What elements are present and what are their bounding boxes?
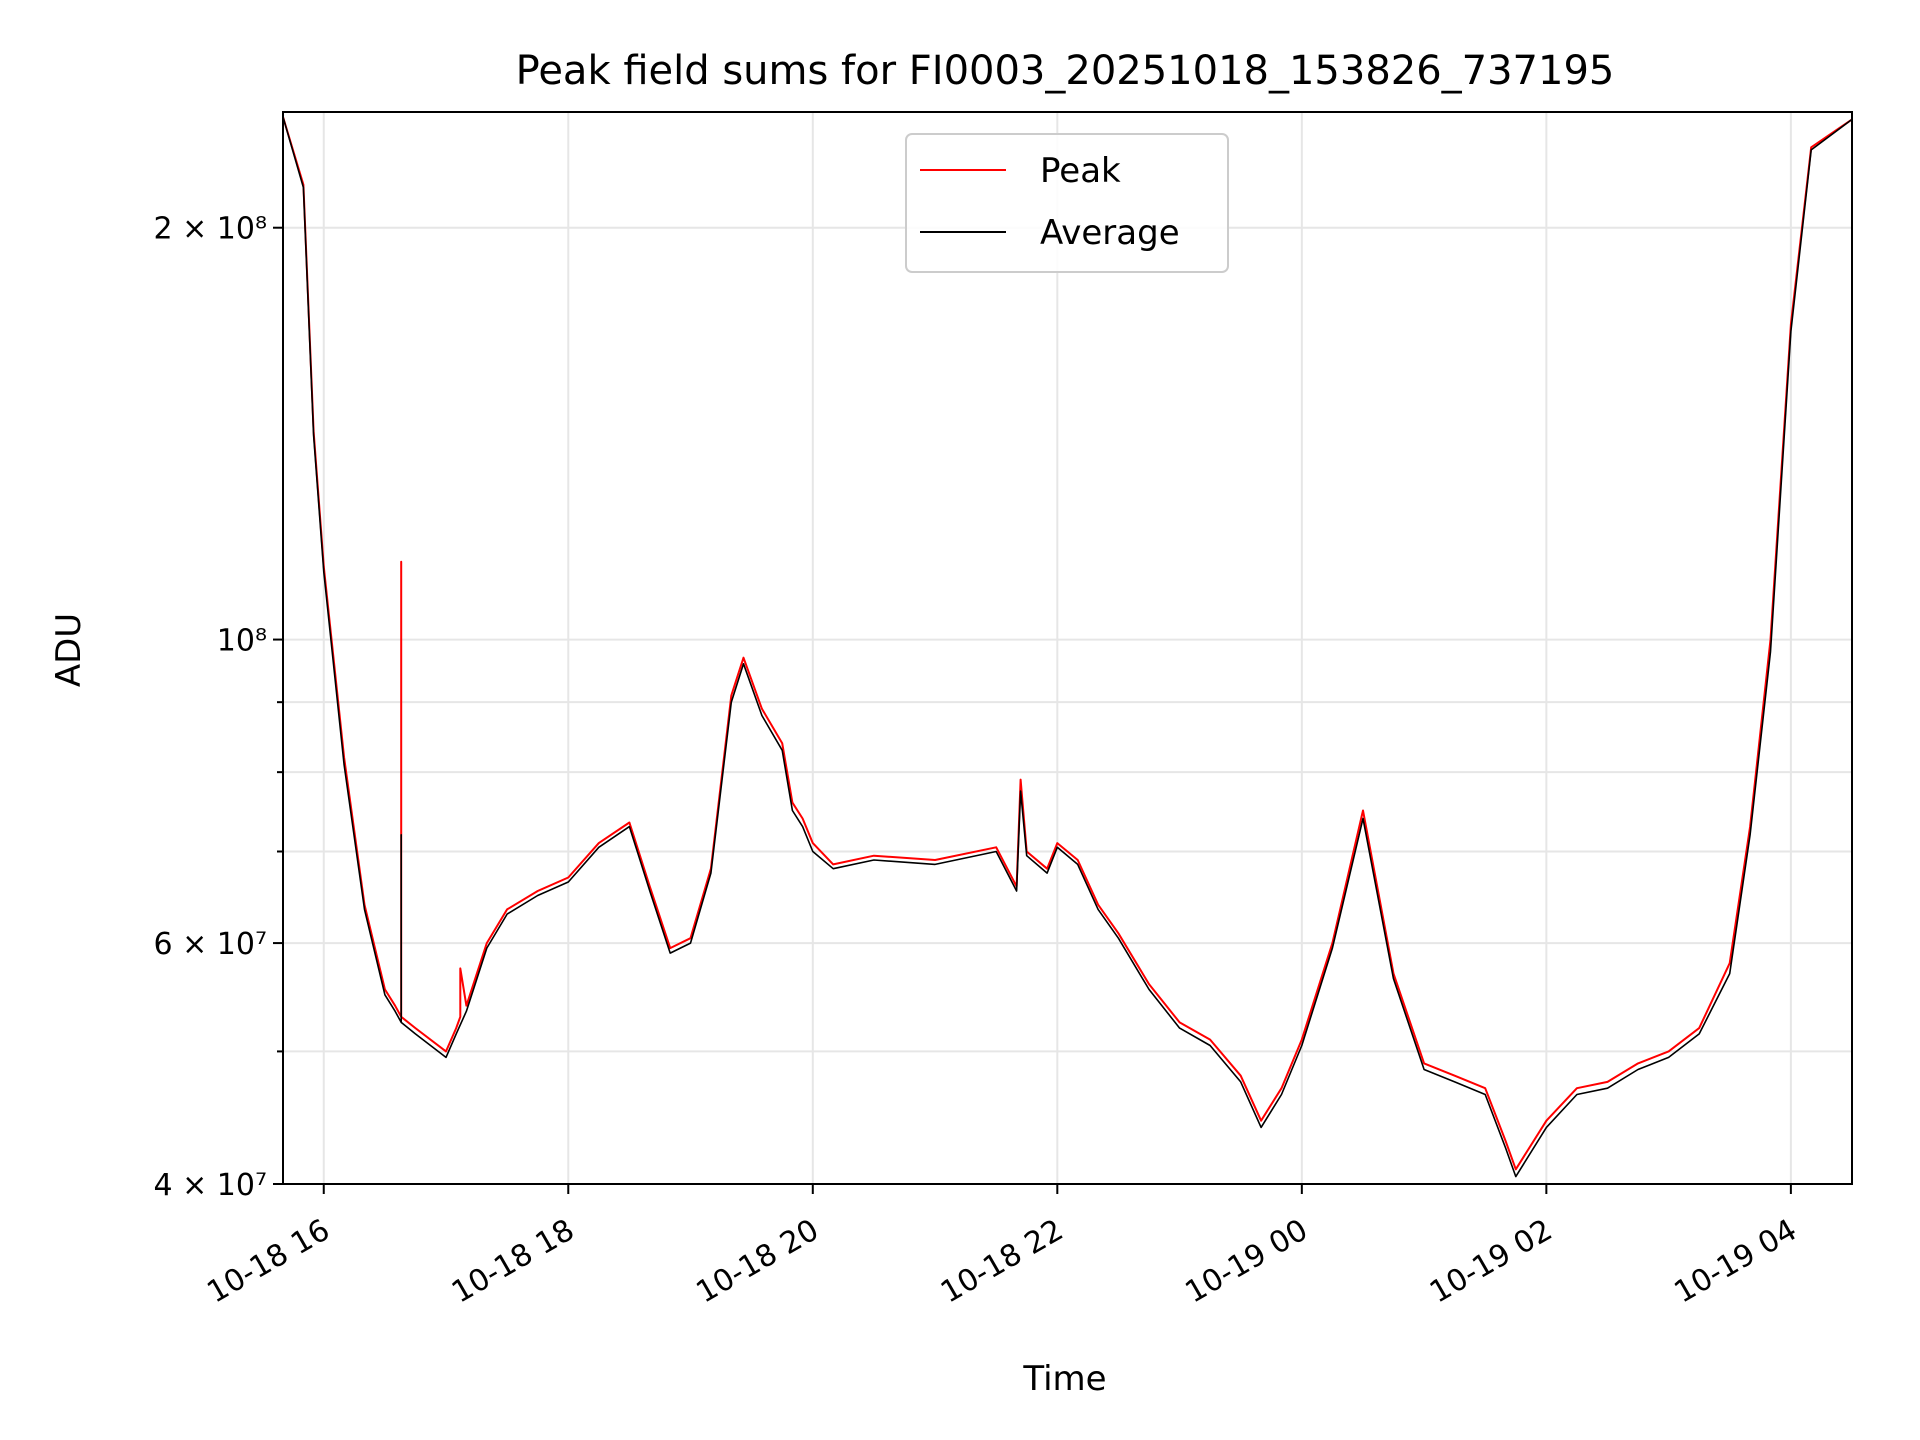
x-axis-label: Time — [1022, 1359, 1106, 1399]
legend-label-peak: Peak — [1040, 151, 1121, 191]
x-tick-label: 10-19 00 — [1180, 1213, 1314, 1311]
series-line-average — [282, 116, 1853, 1178]
chart-title: Peak field sums for FI0003_20251018_1538… — [516, 48, 1615, 94]
y-tick-label: 2 × 10⁸ — [154, 212, 268, 247]
legend-label-average: Average — [1040, 213, 1180, 253]
x-tick-label: 10-18 20 — [690, 1213, 824, 1311]
x-tick-label: 10-18 18 — [446, 1213, 580, 1311]
y-tick-label: 10⁸ — [217, 624, 267, 659]
y-axis-label: ADU — [49, 613, 89, 687]
y-tick-label: 6 × 10⁷ — [154, 927, 268, 962]
series-layer — [282, 116, 1853, 1178]
legend-box — [905, 133, 1229, 273]
y-axis: 2 × 10⁸ 10⁸ 6 × 10⁷ 4 × 10⁷ — [154, 212, 283, 1203]
x-tick-label: 10-18 16 — [201, 1213, 335, 1311]
x-tick-label: 10-18 22 — [935, 1213, 1069, 1311]
x-tick-label: 10-19 04 — [1669, 1213, 1803, 1311]
legend: Peak Average — [905, 133, 1229, 273]
series-line-peak — [282, 116, 1853, 1171]
y-tick-label: 4 × 10⁷ — [154, 1168, 268, 1203]
x-axis: 10-18 16 10-18 18 10-18 20 10-18 22 10-19 00… — [201, 1184, 1803, 1311]
plot-frame — [282, 111, 1853, 1185]
x-tick-label: 10-19 02 — [1424, 1213, 1558, 1311]
